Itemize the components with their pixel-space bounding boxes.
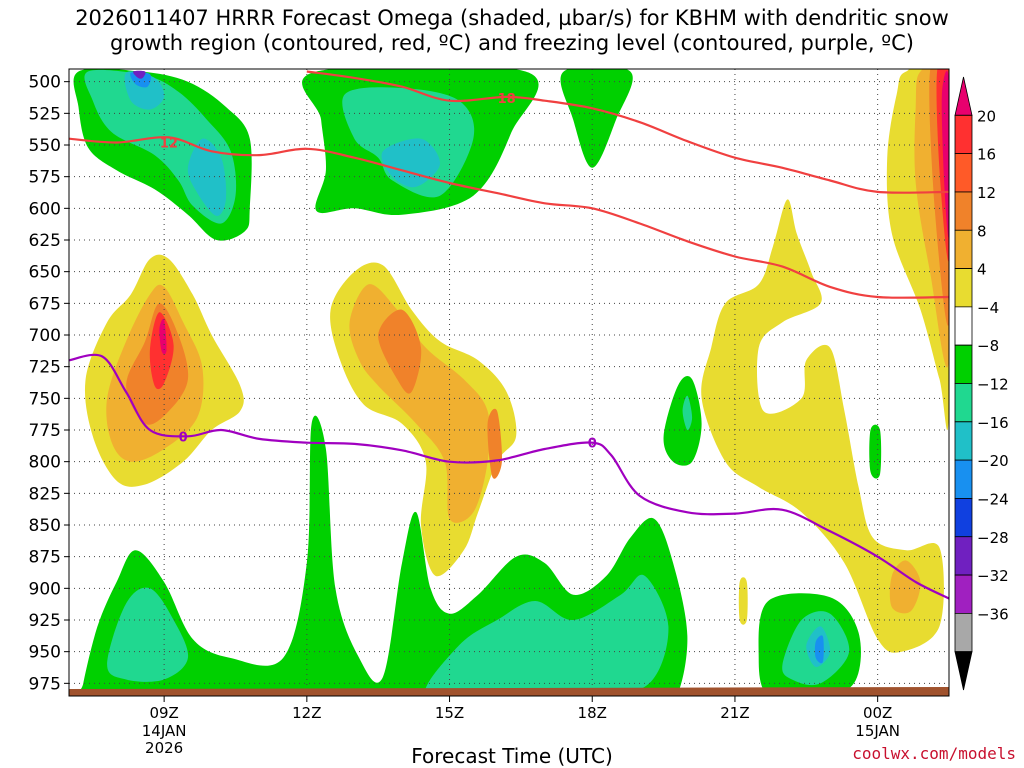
colorbar-swatch-7 <box>954 344 973 384</box>
omega-region-upward-19 <box>869 424 882 479</box>
isotherm-label-1: 18 <box>498 92 516 107</box>
colorbar-label-6: −8 <box>977 337 999 355</box>
y-tick-label-500: 500 <box>29 73 61 93</box>
omega-region-upward-17 <box>663 376 702 466</box>
plot-frame <box>68 68 950 697</box>
omega-region-upward-11 <box>107 587 189 682</box>
y-tick-label-925: 925 <box>29 611 61 631</box>
colorbar-swatch-14 <box>954 612 973 653</box>
freezing-level-label-1: 0 <box>588 437 597 452</box>
omega-region-upward-2 <box>187 138 227 216</box>
x-axis-label: Forecast Time (UTC) <box>411 744 613 768</box>
colorbar-swatch-9 <box>954 421 973 461</box>
y-tick-label-700: 700 <box>29 326 61 346</box>
chart-title: 2026011407 HRRR Forecast Omega (shaded, … <box>75 6 949 55</box>
y-tick-label-825: 825 <box>29 484 61 504</box>
y-tick-label-975: 975 <box>29 674 61 694</box>
x-tick-label-18Z: 18Z <box>578 704 607 722</box>
colorbar-swatch-11 <box>954 498 973 538</box>
colorbar-swatch-5 <box>954 268 973 308</box>
omega-region-upward-18 <box>682 395 693 431</box>
colorbar-swatch-6 <box>954 306 973 346</box>
y-tick-label-625: 625 <box>29 231 61 251</box>
colorbar-label-12: −32 <box>977 567 1009 585</box>
omega-region-upward-16 <box>814 635 824 664</box>
y-tick-label-900: 900 <box>29 579 61 599</box>
omega-region-upward-4 <box>130 71 152 88</box>
y-tick-label-550: 550 <box>29 136 61 156</box>
omega-region-upward-12 <box>424 574 669 696</box>
y-tick-label-725: 725 <box>29 358 61 378</box>
freezing-level-label-0: 0 <box>179 430 188 445</box>
colorbar-label-5: −4 <box>977 299 999 317</box>
x-tick-label-12Z: 12Z <box>292 704 321 722</box>
omega-region-upward-5 <box>132 70 146 79</box>
y-tick-label-650: 650 <box>29 263 61 283</box>
x-tick-label-21Z: 21Z <box>720 704 749 722</box>
isotherm-label-0: 12 <box>160 136 178 151</box>
x-tick-date-00Z: 15JAN <box>855 722 900 740</box>
x-tick-label-15Z: 15Z <box>435 704 464 722</box>
omega-region-downward-31 <box>738 577 748 625</box>
colorbar-swatch-10 <box>954 459 973 499</box>
omega-region-downward-36 <box>941 70 949 238</box>
colorbar-label-2: 12 <box>977 184 996 202</box>
x-tick-year-09Z: 2026 <box>145 739 183 757</box>
watermark: coolwx.com/models <box>852 744 1016 763</box>
colorbar-swatch-8 <box>954 383 973 423</box>
colorbar-label-4: 4 <box>977 261 987 279</box>
colorbar-label-13: −36 <box>977 605 1009 623</box>
colorbar-label-9: −20 <box>977 452 1009 470</box>
colorbar-swatch-4 <box>954 229 973 269</box>
colorbar-swatch-13 <box>954 574 973 614</box>
colorbar-label-3: 8 <box>977 222 987 240</box>
colorbar-label-0: 20 <box>977 107 996 125</box>
colorbar-label-8: −16 <box>977 414 1009 432</box>
colorbar-label-1: 16 <box>977 146 996 164</box>
freezing-level-line <box>69 353 949 600</box>
colorbar-label-10: −24 <box>977 490 1009 508</box>
colorbar-swatch-2 <box>954 153 973 193</box>
colorbar-swatch-1 <box>954 114 973 155</box>
colorbar-label-7: −12 <box>977 376 1009 394</box>
x-tick-date-09Z: 14JAN <box>142 722 187 740</box>
colorbar-swatch-0 <box>954 76 973 116</box>
y-tick-label-800: 800 <box>29 453 61 473</box>
omega-region-downward-30 <box>889 560 921 614</box>
y-tick-label-875: 875 <box>29 548 61 568</box>
colorbar-swatch-3 <box>954 191 973 231</box>
y-tick-label-775: 775 <box>29 421 61 441</box>
y-tick-label-525: 525 <box>29 104 61 124</box>
colorbar: 20 16 12 8 4 −4 −8 −12 −16 −20 −24 −28 −32 −36 <box>954 76 1009 691</box>
x-tick-label-00Z: 00Z <box>863 704 892 722</box>
omega-region-upward-9 <box>560 69 633 168</box>
colorbar-label-11: −28 <box>977 529 1009 547</box>
isotherm-line-1 <box>306 70 949 194</box>
isotherm-line-0 <box>69 136 949 299</box>
y-tick-label-950: 950 <box>29 643 61 663</box>
ground-terrain <box>69 687 949 696</box>
y-tick-label-850: 850 <box>29 516 61 536</box>
colorbar-swatch-12 <box>954 536 973 576</box>
x-tick-label-09Z: 09Z <box>149 704 178 722</box>
grid <box>69 69 949 696</box>
y-tick-label-750: 750 <box>29 389 61 409</box>
omega-region-downward-29 <box>701 199 944 653</box>
y-tick-label-675: 675 <box>29 294 61 314</box>
omega-region-downward-24 <box>159 318 167 355</box>
colorbar-swatch-15 <box>954 651 973 691</box>
omega-region-downward-27 <box>378 309 422 394</box>
y-tick-label-575: 575 <box>29 168 61 188</box>
omega-region-upward-8 <box>381 138 441 188</box>
y-tick-label-600: 600 <box>29 199 61 219</box>
